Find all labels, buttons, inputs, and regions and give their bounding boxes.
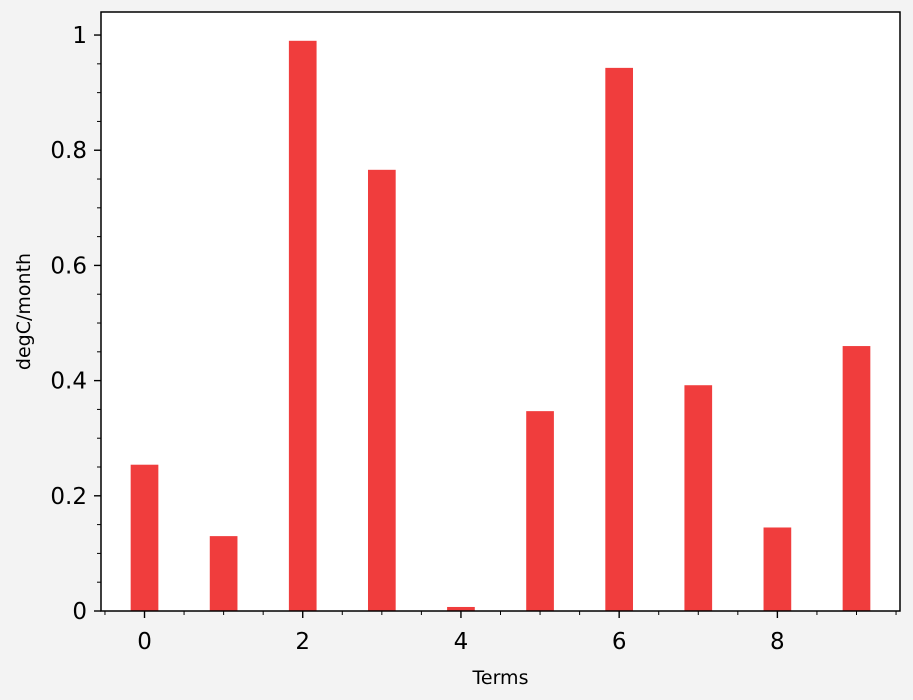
x-tick-label: 8 bbox=[770, 629, 785, 655]
bar-4 bbox=[447, 606, 475, 611]
bar-7 bbox=[684, 385, 713, 611]
y-axis-label: degC/month bbox=[13, 253, 35, 370]
y-tick-label: 0.6 bbox=[50, 253, 87, 279]
x-axis-label: Terms bbox=[472, 667, 529, 689]
plot-area bbox=[101, 12, 900, 611]
y-tick-label: 0 bbox=[72, 599, 87, 625]
x-tick-label: 6 bbox=[612, 629, 627, 655]
x-tick-label: 2 bbox=[295, 629, 310, 655]
bar-6 bbox=[605, 67, 634, 611]
bar-5 bbox=[526, 411, 554, 611]
bar-0 bbox=[130, 464, 159, 611]
y-axis-ticks: 0 0.2 0.4 0.6 0.8 1 bbox=[50, 23, 101, 625]
bar-1 bbox=[209, 536, 238, 611]
x-tick-label: 4 bbox=[454, 629, 469, 655]
y-tick-label: 0.2 bbox=[50, 484, 87, 510]
x-tick-label: 0 bbox=[137, 629, 152, 655]
bar-9 bbox=[842, 346, 871, 611]
x-axis-ticks: 0 2 4 6 8 bbox=[104, 611, 897, 655]
y-tick-label: 0.8 bbox=[50, 138, 87, 164]
y-tick-label: 1 bbox=[72, 23, 87, 49]
bar-8 bbox=[763, 527, 792, 611]
bars-group bbox=[130, 40, 871, 611]
y-tick-label: 0.4 bbox=[50, 369, 87, 395]
bar-2 bbox=[288, 40, 317, 611]
bar-3 bbox=[367, 169, 396, 611]
